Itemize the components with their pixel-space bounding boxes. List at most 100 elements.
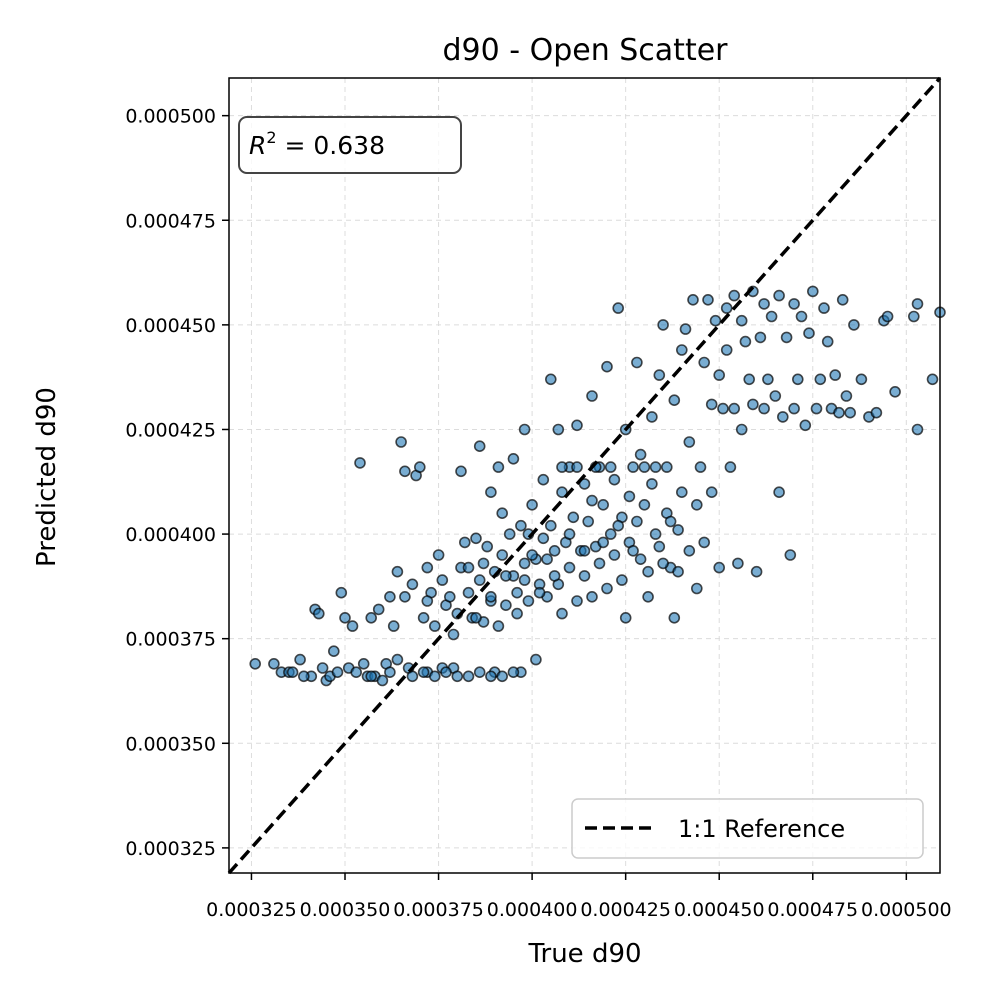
data-point-102 [601,582,613,595]
chart-title: d90 - Open Scatter [442,33,728,68]
data-point-14 [346,620,359,632]
x-tick-label-2: 0.000375 [393,899,484,921]
data-point-118 [638,498,651,511]
data-point-249 [649,461,662,473]
data-point-95 [582,515,595,528]
data-point-24 [387,620,400,632]
data-point-178 [799,419,812,432]
data-point-244 [612,519,625,532]
data-point-37 [428,620,441,632]
data-point-184 [821,335,834,348]
data-point-188 [836,293,849,306]
data-point-20 [372,603,385,616]
data-point-200 [911,298,924,310]
data-point-122 [649,528,662,540]
data-point-11 [335,586,348,599]
data-point-68 [518,557,531,570]
data-point-1 [268,657,280,670]
data-point-177 [795,310,808,323]
x-tick-label-0: 0.000325 [206,899,297,921]
data-point-141 [698,356,711,369]
data-point-198 [907,310,920,323]
r-squared-box [238,116,462,174]
data-point-76 [537,473,550,486]
data-point-51 [473,440,486,453]
data-point-26 [395,436,407,448]
data-point-85 [556,607,568,620]
data-point-129 [668,394,681,407]
y-axis-ticks: 0.000325 0.000350 0.000375 0.000400 0.000425… [125,106,229,860]
y-tick-label-1: 0.000350 [125,733,216,755]
data-point-218 [485,670,497,683]
data-point-197 [889,385,901,398]
data-point-180 [806,285,819,298]
plot-frame [228,77,941,874]
data-point-120 [646,411,658,423]
y-tick-label-5: 0.000450 [125,315,216,337]
data-point-135 [683,544,696,557]
data-point-158 [739,335,752,348]
x-tick-label-5: 0.000450 [674,899,765,921]
data-point-220 [507,666,520,679]
r-squared-value: = 0.638 [277,131,385,160]
data-point-159 [743,373,756,386]
x-tick-label-1: 0.000350 [300,899,391,921]
data-point-63 [507,452,520,465]
data-point-77 [537,532,550,545]
data-point-172 [780,331,793,344]
data-point-212 [417,666,430,679]
r-squared-exponent: 2 [266,128,276,147]
data-point-69 [518,423,531,436]
data-point-236 [556,461,568,473]
data-point-58 [492,461,505,473]
data-point-105 [608,473,621,486]
y-tick-label-3: 0.000400 [125,524,216,546]
data-point-161 [747,398,759,411]
data-point-115 [631,356,643,369]
data-point-231 [518,574,531,586]
data-point-84 [556,486,568,499]
data-point-246 [627,544,639,557]
data-point-10 [327,645,340,658]
data-point-49 [470,532,482,545]
y-tick-label-6: 0.000475 [125,210,216,232]
data-point-72 [526,498,538,511]
r-squared-annotation: R2 = 0.638 [238,116,462,174]
data-point-121 [646,478,658,490]
data-point-196 [881,310,894,323]
data-point-23 [384,590,396,603]
data-point-59 [496,549,509,561]
data-point-131 [672,524,684,536]
data-point-149 [717,402,729,415]
data-point-109 [616,574,628,586]
data-point-90 [571,595,583,607]
data-point-221 [421,595,434,607]
legend-label: 1:1 Reference [678,815,845,843]
data-point-150 [720,302,733,314]
data-point-62 [503,528,516,540]
data-point-223 [447,628,460,641]
data-point-137 [687,293,699,306]
data-point-94 [578,478,591,490]
reference-line [227,76,942,875]
data-point-216 [462,670,475,683]
data-point-60 [496,507,509,520]
data-point-114 [631,515,643,528]
data-point-30 [406,578,419,591]
data-point-243 [604,461,617,473]
data-point-89 [567,511,580,524]
data-point-93 [578,570,591,582]
data-point-239 [578,544,591,557]
data-point-0 [249,657,261,670]
y-tick-label-0: 0.000325 [125,838,216,860]
data-point-97 [586,390,598,402]
data-point-192 [855,373,868,386]
data-point-133 [675,486,688,499]
legend-box [571,798,924,859]
data-point-248 [642,565,654,578]
data-point-214 [440,666,452,679]
data-point-170 [773,486,785,499]
data-point-53 [481,540,494,553]
data-point-136 [683,436,696,448]
data-point-230 [511,607,523,620]
